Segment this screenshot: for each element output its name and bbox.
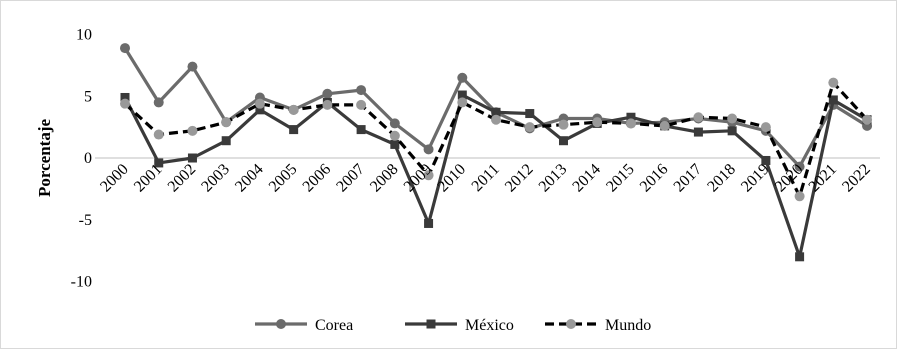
data-point-mexico: [491, 107, 501, 117]
series-layer: [120, 43, 873, 262]
data-point-corea: [322, 88, 333, 99]
data-point-mundo: [727, 113, 738, 124]
data-point-mexico: [187, 153, 197, 163]
legend: Corea México Mundo: [255, 317, 651, 334]
legend-label: Corea: [315, 317, 353, 334]
y-tick-label: -5: [79, 212, 92, 229]
data-point-mundo: [389, 130, 400, 141]
data-point-mexico: [693, 127, 703, 137]
series-mundo: [120, 77, 873, 202]
data-point-mundo: [491, 114, 502, 125]
data-point-mundo: [153, 129, 164, 140]
data-point-mundo: [524, 122, 535, 133]
data-point-mexico: [626, 112, 636, 122]
y-axis-ticks: 10 5 0 -5 -10: [71, 27, 92, 291]
data-point-corea: [120, 43, 130, 54]
data-point-mundo: [862, 114, 873, 125]
legend-swatch-marker: [276, 319, 286, 329]
data-point-corea: [457, 72, 468, 83]
legend-swatch-marker: [426, 319, 436, 329]
data-point-mexico: [558, 136, 568, 146]
y-axis-label: Porcentaje: [35, 119, 54, 197]
y-tick-label: -10: [71, 274, 92, 291]
data-point-mundo: [794, 191, 805, 202]
data-point-mexico: [525, 109, 535, 119]
data-point-corea: [794, 161, 805, 172]
data-point-corea: [187, 61, 198, 72]
data-point-mundo: [120, 98, 130, 109]
data-point-mundo: [322, 99, 333, 110]
legend-item-corea: Corea: [255, 317, 353, 334]
data-point-corea: [153, 97, 164, 108]
legend-label: Mundo: [605, 317, 651, 334]
y-tick-label: 5: [84, 88, 92, 105]
data-point-mundo: [693, 112, 704, 123]
data-point-mundo: [760, 122, 771, 133]
data-point-mexico: [255, 105, 265, 115]
data-point-mundo: [187, 125, 198, 136]
data-point-mexico: [390, 139, 400, 149]
data-point-mundo: [625, 118, 636, 129]
data-point-mundo: [254, 98, 265, 109]
data-point-mexico: [356, 125, 366, 135]
data-point-mexico: [828, 95, 838, 105]
data-point-mundo: [659, 120, 670, 131]
data-point-mexico: [120, 92, 130, 102]
data-point-mexico: [289, 125, 299, 135]
legend-label: México: [465, 317, 514, 334]
data-point-mexico: [727, 126, 737, 136]
data-point-corea: [423, 144, 434, 155]
legend-item-mexico: México: [405, 317, 514, 334]
data-point-corea: [356, 85, 367, 96]
data-point-mexico: [221, 136, 231, 146]
data-point-mexico: [457, 90, 467, 100]
data-point-mundo: [828, 77, 839, 88]
data-point-mexico: [424, 218, 434, 228]
data-point-mundo: [356, 99, 367, 110]
data-point-mundo: [592, 117, 603, 128]
legend-item-mundo: Mundo: [545, 317, 651, 334]
y-tick-label: 10: [76, 27, 92, 44]
data-point-mundo: [221, 117, 232, 128]
data-point-mundo: [457, 97, 468, 108]
data-point-corea: [389, 118, 400, 129]
legend-swatch-marker: [566, 319, 576, 329]
y-tick-label: 0: [84, 150, 92, 167]
data-point-mexico: [154, 158, 164, 168]
data-point-mexico: [761, 155, 771, 165]
data-point-mundo: [423, 170, 434, 181]
data-point-mundo: [288, 104, 299, 115]
data-point-mexico: [795, 252, 805, 262]
data-point-mundo: [558, 119, 569, 130]
